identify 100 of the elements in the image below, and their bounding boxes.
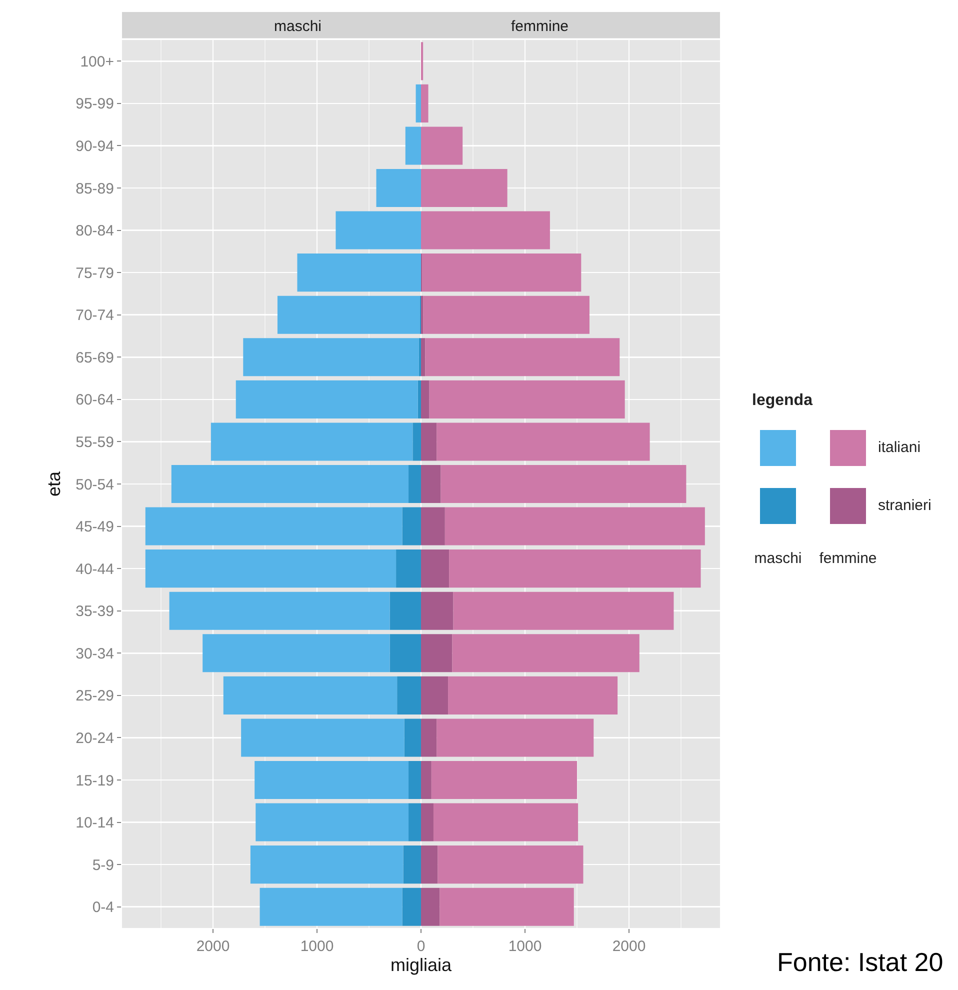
bar [421,168,508,208]
bar [376,168,421,208]
bar [403,846,421,884]
y-tick-label: 50-54 [76,476,114,494]
bar [408,464,421,504]
x-tick-label: 2000 [612,938,646,955]
bar [421,84,428,122]
y-tick-label: 60-64 [76,392,114,409]
y-tick-label: 15-19 [76,772,114,790]
y-tick-label: 45-49 [76,518,114,536]
bar [402,888,421,926]
y-tick-label: 85-89 [76,180,114,198]
bar [422,254,582,292]
bar [421,422,437,461]
bar [421,803,434,842]
bar [421,338,426,376]
bar [277,296,420,334]
y-axis-title: eta [44,470,64,497]
bar [423,296,590,334]
bar [390,592,421,630]
y-tick-label: 20-24 [76,730,114,747]
bar [421,592,454,630]
bar [396,550,421,588]
bar [390,634,421,672]
y-tick-label: 65-69 [76,349,114,366]
text: femmine [511,18,569,35]
bar [145,550,396,588]
bar [412,422,421,461]
y-tick-label: 100+ [80,53,114,70]
bar [440,464,686,504]
bar [429,380,625,418]
x-axis-title: migliaia [390,955,452,976]
bar [444,507,705,546]
bar [431,760,577,800]
bar [421,888,440,926]
bar [433,803,578,842]
bar [421,126,463,165]
legend-title: legenda [752,392,812,410]
y-tick-label: 80-84 [76,222,114,240]
bar [408,760,421,800]
bar [171,464,409,504]
y-tick-label: 55-59 [76,434,114,451]
y-tick-label: 90-94 [76,138,114,155]
y-tick-label: 0-4 [92,899,114,916]
bar [425,338,620,376]
x-tick-label: 2000 [196,938,230,955]
bar [438,846,584,884]
x-tick-label: 0 [416,938,426,955]
text: femmine [819,550,877,567]
y-tick-label: 35-39 [76,603,114,620]
bar [241,718,404,757]
y-tick-label: 25-29 [76,688,114,705]
bar [336,211,421,250]
bar [421,718,437,757]
y-tick-label: 30-34 [76,645,114,662]
bar [145,507,402,546]
bar [256,803,409,842]
bar [421,507,445,546]
source-note: Fonte: Istat 20 [777,947,944,977]
bar [421,380,430,418]
bar [453,592,674,630]
y-tick-label: 5-9 [92,856,114,874]
bar [448,676,618,714]
y-tick-label: 10-14 [76,814,114,832]
bar [260,888,402,926]
bar [449,550,701,588]
bar [421,464,441,504]
y-tick-label: 75-79 [76,264,114,282]
bar [404,718,421,757]
x-tick-label: 1000 [508,938,542,955]
text: maschi [274,18,322,35]
bar [436,422,650,461]
bar [421,846,438,884]
bar [250,846,404,884]
bar [402,507,421,546]
bar [405,126,421,165]
bar [421,676,448,714]
bar [421,634,452,672]
y-tick-label: 40-44 [76,560,114,578]
bar [210,422,413,461]
legend-label: stranieri [878,497,932,514]
bar [169,592,390,630]
legend-label: italiani [878,439,921,456]
x-tick-label: 1000 [300,938,334,955]
bar [297,254,421,292]
bar [416,84,421,122]
bar [236,380,418,418]
bar [452,634,640,672]
bar [254,760,409,800]
bar [421,760,432,800]
bar [421,211,550,250]
y-tick-label: 95-99 [76,96,114,113]
text: maschi [754,550,802,567]
bar [223,676,398,714]
bar [440,888,574,926]
bar [397,676,421,714]
bar [243,338,419,376]
bar [408,803,421,842]
bar [436,718,594,757]
bar [418,380,421,418]
